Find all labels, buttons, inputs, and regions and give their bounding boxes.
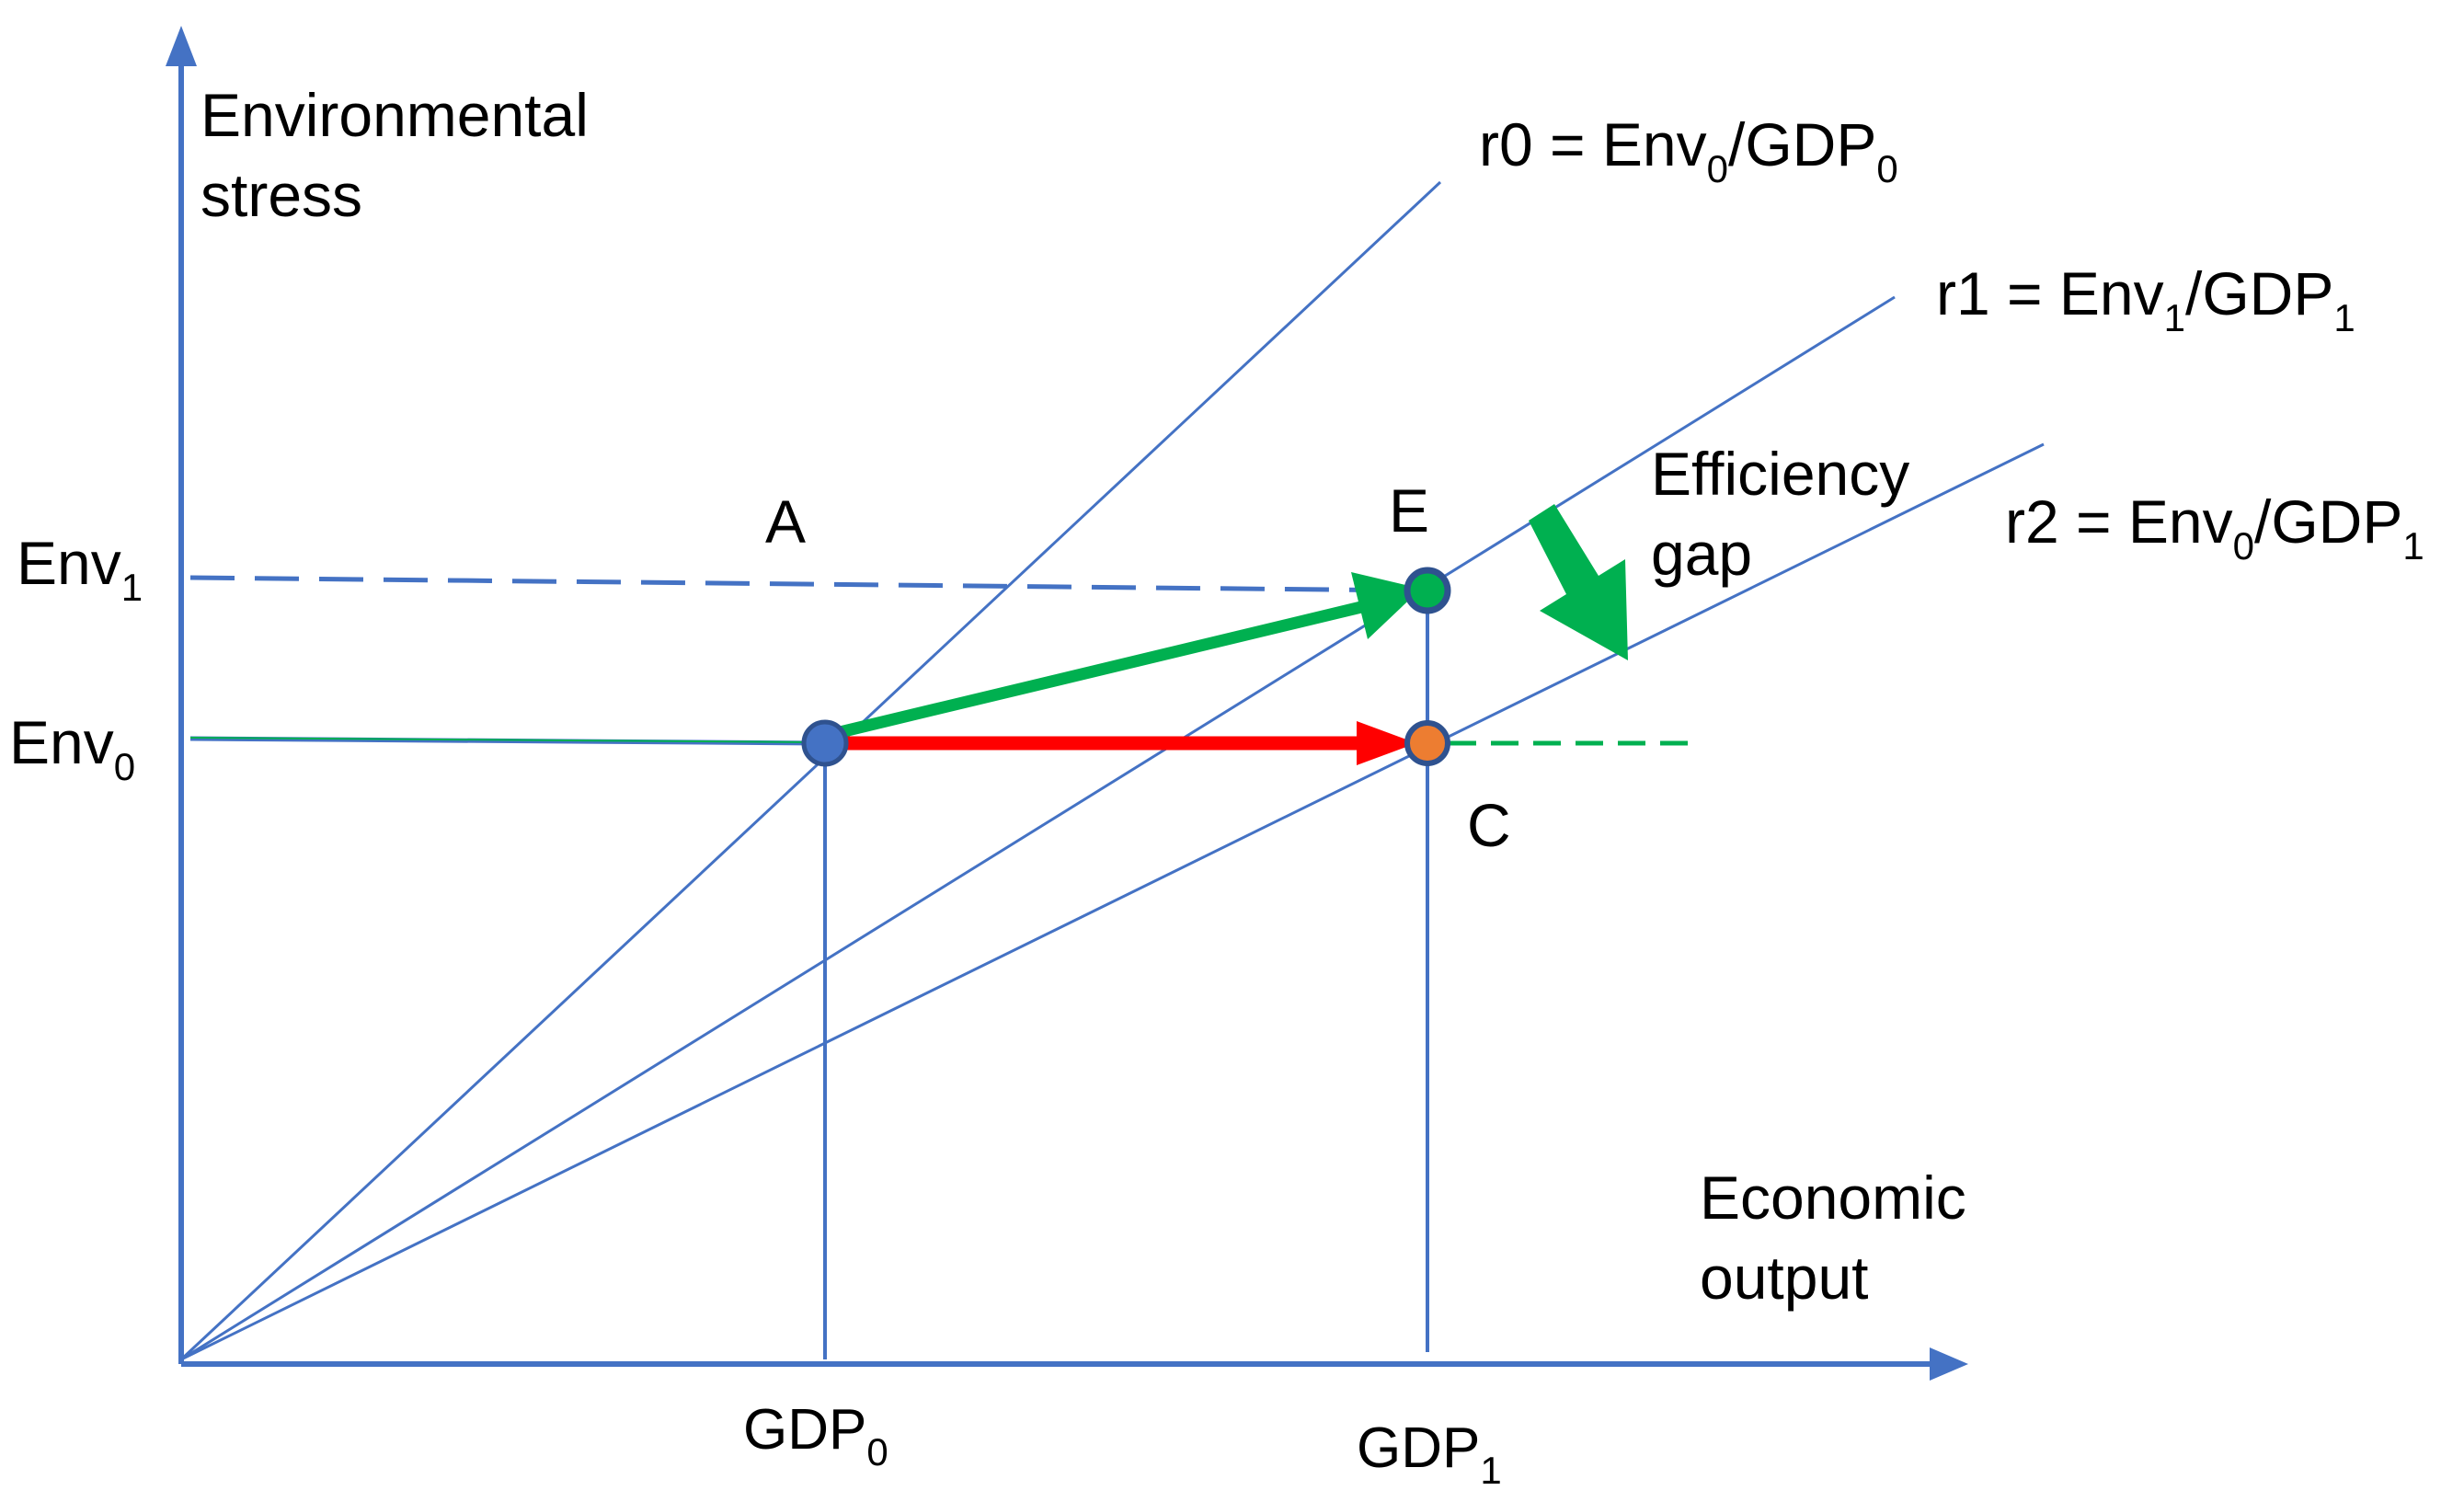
efficiency-gap-label-line1: Efficiency [1651, 440, 1909, 508]
point-e-marker [1404, 567, 1451, 614]
y-axis-label-line1: Environmental [201, 81, 589, 149]
env0-tick-label: Env0 [9, 708, 135, 788]
ray-r1 [180, 295, 1896, 1361]
env1-dashed-line [189, 575, 1413, 593]
env1-tick-label: Env1 [17, 529, 143, 609]
point-a-marker [801, 719, 849, 767]
ray-r0-label: r0 = Env0/GDP0 [1479, 110, 1898, 190]
green-arrow-head [1351, 572, 1421, 639]
ray-r2 [180, 442, 2045, 1361]
y-axis-label-line2: stress [201, 161, 362, 229]
point-a-label: A [765, 487, 806, 556]
ray-r1-label: r1 = Env1/GDP1 [1936, 259, 2355, 339]
point-e-label: E [1389, 476, 1429, 545]
efficiency-gap-label-line2: gap [1651, 520, 1752, 588]
x-axis-label-line1: Economic [1700, 1164, 1966, 1232]
x-axis-label-line2: output [1700, 1244, 1869, 1312]
ray-r2-label: r2 = Env0/GDP1 [2005, 487, 2424, 568]
point-c-label: C [1467, 791, 1511, 859]
point-c-marker [1404, 720, 1450, 766]
gdp0-tick-label: GDP0 [743, 1398, 888, 1473]
green-arrow-shaft [831, 601, 1363, 740]
env0-guide-green [189, 737, 826, 743]
x-axis-arrowhead [1930, 1347, 1968, 1381]
red-arrow-head [1357, 721, 1416, 765]
efficiency-gap-arrow [1529, 504, 1628, 660]
ray-r0 [179, 180, 1442, 1361]
gdp1-tick-label: GDP1 [1357, 1416, 1502, 1492]
y-axis-arrowhead [166, 26, 197, 66]
